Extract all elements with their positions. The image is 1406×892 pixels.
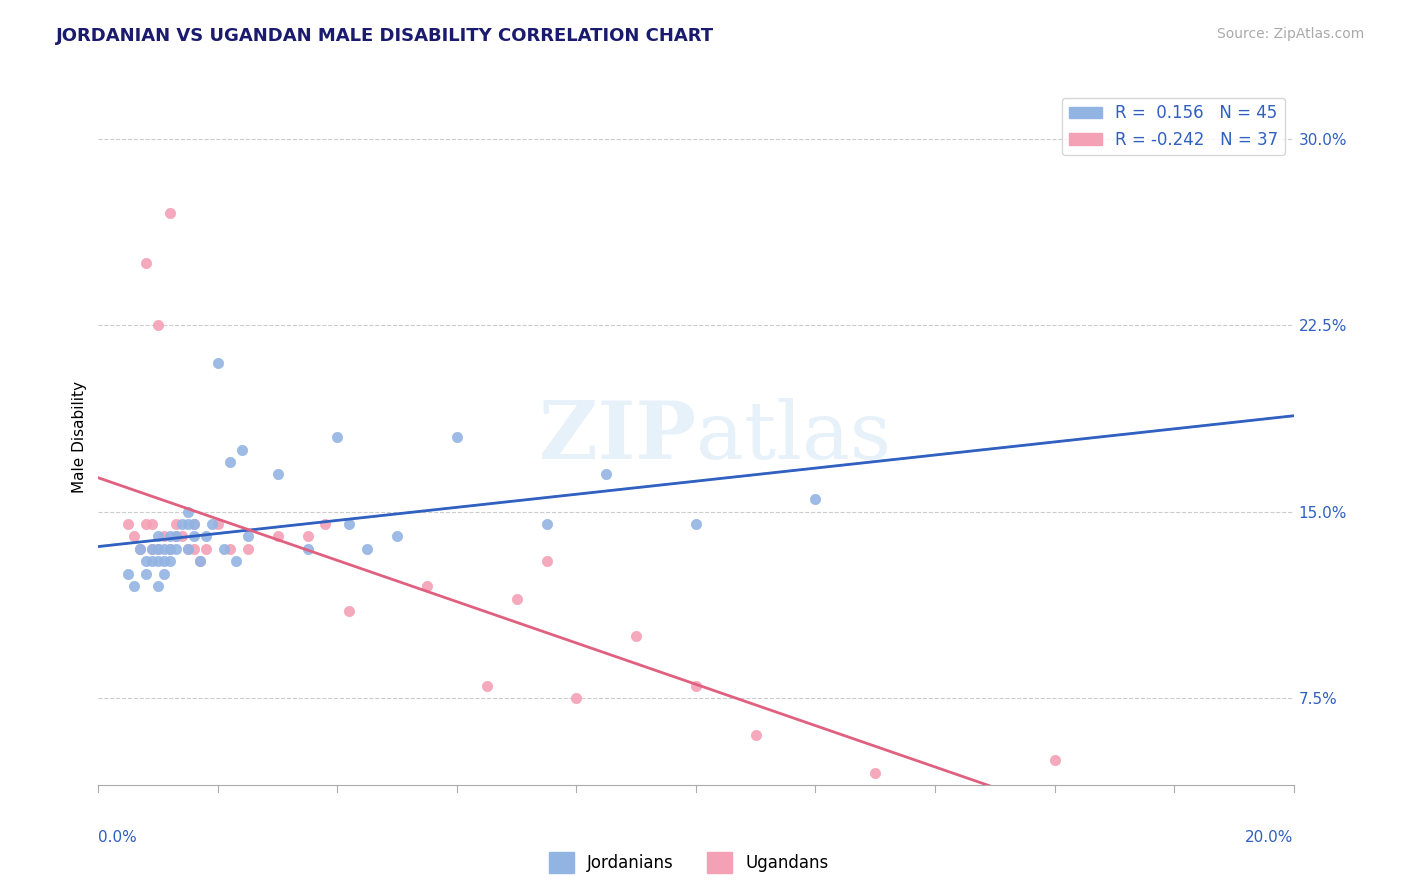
Point: [135, 256, 157, 270]
Point: [446, 430, 468, 444]
Point: [135, 554, 157, 568]
Point: [159, 541, 181, 556]
Point: [148, 554, 170, 568]
Point: [148, 541, 170, 556]
Point: [326, 430, 349, 444]
Point: [159, 541, 181, 556]
Point: [201, 516, 224, 531]
Point: [865, 765, 887, 780]
Point: [124, 579, 146, 593]
Point: [172, 529, 194, 543]
Point: [536, 516, 558, 531]
Point: [231, 442, 253, 457]
Point: [219, 455, 242, 469]
Point: [153, 566, 176, 581]
Point: [195, 529, 218, 543]
Point: [165, 529, 187, 543]
Point: [141, 541, 163, 556]
Point: [626, 629, 648, 643]
Text: 20.0%: 20.0%: [1246, 830, 1294, 845]
Point: [339, 604, 360, 618]
Point: [212, 541, 235, 556]
Legend: Jordanians, Ugandans: Jordanians, Ugandans: [543, 846, 835, 880]
Point: [207, 516, 229, 531]
Point: [685, 679, 707, 693]
Point: [153, 541, 176, 556]
Point: [177, 516, 200, 531]
Point: [356, 541, 378, 556]
Point: [685, 516, 707, 531]
Point: [297, 529, 319, 543]
Point: [595, 467, 617, 482]
Point: [117, 516, 139, 531]
Point: [148, 318, 170, 333]
Legend: R =  0.156   N = 45, R = -0.242   N = 37: R = 0.156 N = 45, R = -0.242 N = 37: [1062, 97, 1285, 155]
Point: [153, 529, 176, 543]
Point: [135, 566, 157, 581]
Y-axis label: Male Disability: Male Disability: [72, 381, 87, 493]
Point: [124, 529, 146, 543]
Point: [1043, 753, 1066, 767]
Point: [141, 541, 163, 556]
Point: [153, 554, 176, 568]
Point: [536, 554, 558, 568]
Point: [475, 679, 498, 693]
Point: [225, 554, 247, 568]
Point: [165, 516, 187, 531]
Point: [195, 541, 218, 556]
Point: [236, 529, 259, 543]
Point: [117, 566, 139, 581]
Point: [183, 516, 205, 531]
Point: [165, 529, 187, 543]
Point: [183, 541, 205, 556]
Point: [315, 516, 337, 531]
Point: [148, 529, 170, 543]
Point: [148, 541, 170, 556]
Text: atlas: atlas: [696, 398, 891, 476]
Point: [745, 728, 768, 742]
Point: [188, 554, 211, 568]
Point: [183, 529, 205, 543]
Point: [339, 516, 360, 531]
Text: JORDANIAN VS UGANDAN MALE DISABILITY CORRELATION CHART: JORDANIAN VS UGANDAN MALE DISABILITY COR…: [56, 27, 714, 45]
Point: [129, 541, 152, 556]
Text: ZIP: ZIP: [538, 398, 696, 476]
Point: [148, 579, 170, 593]
Text: 0.0%: 0.0%: [98, 830, 138, 845]
Point: [177, 505, 200, 519]
Text: Source: ZipAtlas.com: Source: ZipAtlas.com: [1216, 27, 1364, 41]
Point: [267, 467, 290, 482]
Point: [141, 516, 163, 531]
Point: [177, 541, 200, 556]
Point: [183, 516, 205, 531]
Point: [267, 529, 290, 543]
Point: [159, 206, 181, 220]
Point: [135, 516, 157, 531]
Point: [219, 541, 242, 556]
Point: [385, 529, 409, 543]
Point: [416, 579, 439, 593]
Point: [159, 554, 181, 568]
Point: [506, 591, 529, 606]
Point: [141, 554, 163, 568]
Point: [177, 541, 200, 556]
Point: [236, 541, 259, 556]
Point: [188, 554, 211, 568]
Point: [172, 516, 194, 531]
Point: [297, 541, 319, 556]
Point: [129, 541, 152, 556]
Point: [207, 355, 229, 369]
Point: [159, 529, 181, 543]
Point: [565, 690, 588, 705]
Point: [804, 492, 827, 507]
Point: [165, 541, 187, 556]
